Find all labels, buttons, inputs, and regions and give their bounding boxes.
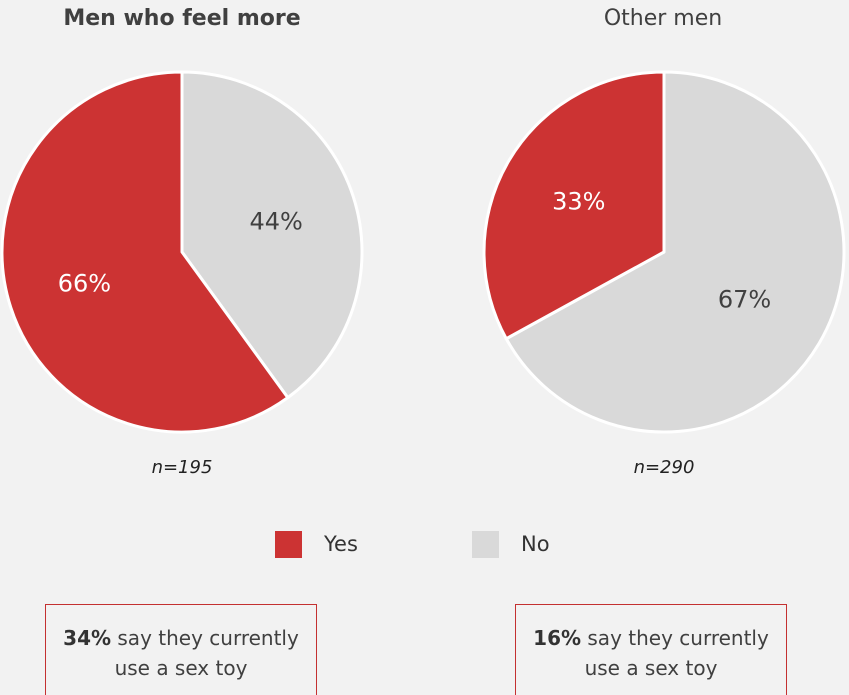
note-box-left: 34% say they currently use a sex toy [45, 604, 317, 695]
legend-swatch-yes [275, 530, 302, 558]
sample-size-right: n=290 [633, 457, 695, 478]
chart-title-left: Men who feel more [63, 6, 301, 31]
pie-left-slice-yes [0, 70, 290, 434]
pie-charts: 44% 66% 67% 33% [0, 70, 846, 434]
legend-label-no: No [521, 532, 550, 556]
note-box-right: 16% say they currently use a sex toy [515, 604, 787, 695]
legend-item-yes: Yes [275, 528, 358, 560]
sample-size-left: n=195 [151, 457, 213, 478]
legend-swatch-no [472, 530, 499, 558]
note-right-text: say they currently use a sex toy [581, 626, 769, 680]
pie-left-label-no: 44% [249, 207, 302, 235]
chart-title-right: Other men [603, 6, 723, 31]
pie-left-slice-no [180, 70, 364, 400]
note-right-percent: 16% [533, 626, 582, 650]
pie-right-slice-no [504, 70, 846, 434]
legend-item-no: No [472, 528, 550, 560]
pie-chart-left: 44% 66% [0, 70, 364, 434]
note-left-text: say they currently use a sex toy [111, 626, 299, 680]
legend-label-yes: Yes [324, 532, 358, 556]
pie-right-label-no: 67% [718, 286, 771, 314]
pie-left-label-yes: 66% [58, 270, 111, 298]
pie-right-slice-yes [482, 70, 666, 341]
pie-right-label-yes: 33% [552, 188, 605, 216]
note-left-percent: 34% [63, 626, 112, 650]
pie-chart-right: 67% 33% [482, 70, 846, 434]
